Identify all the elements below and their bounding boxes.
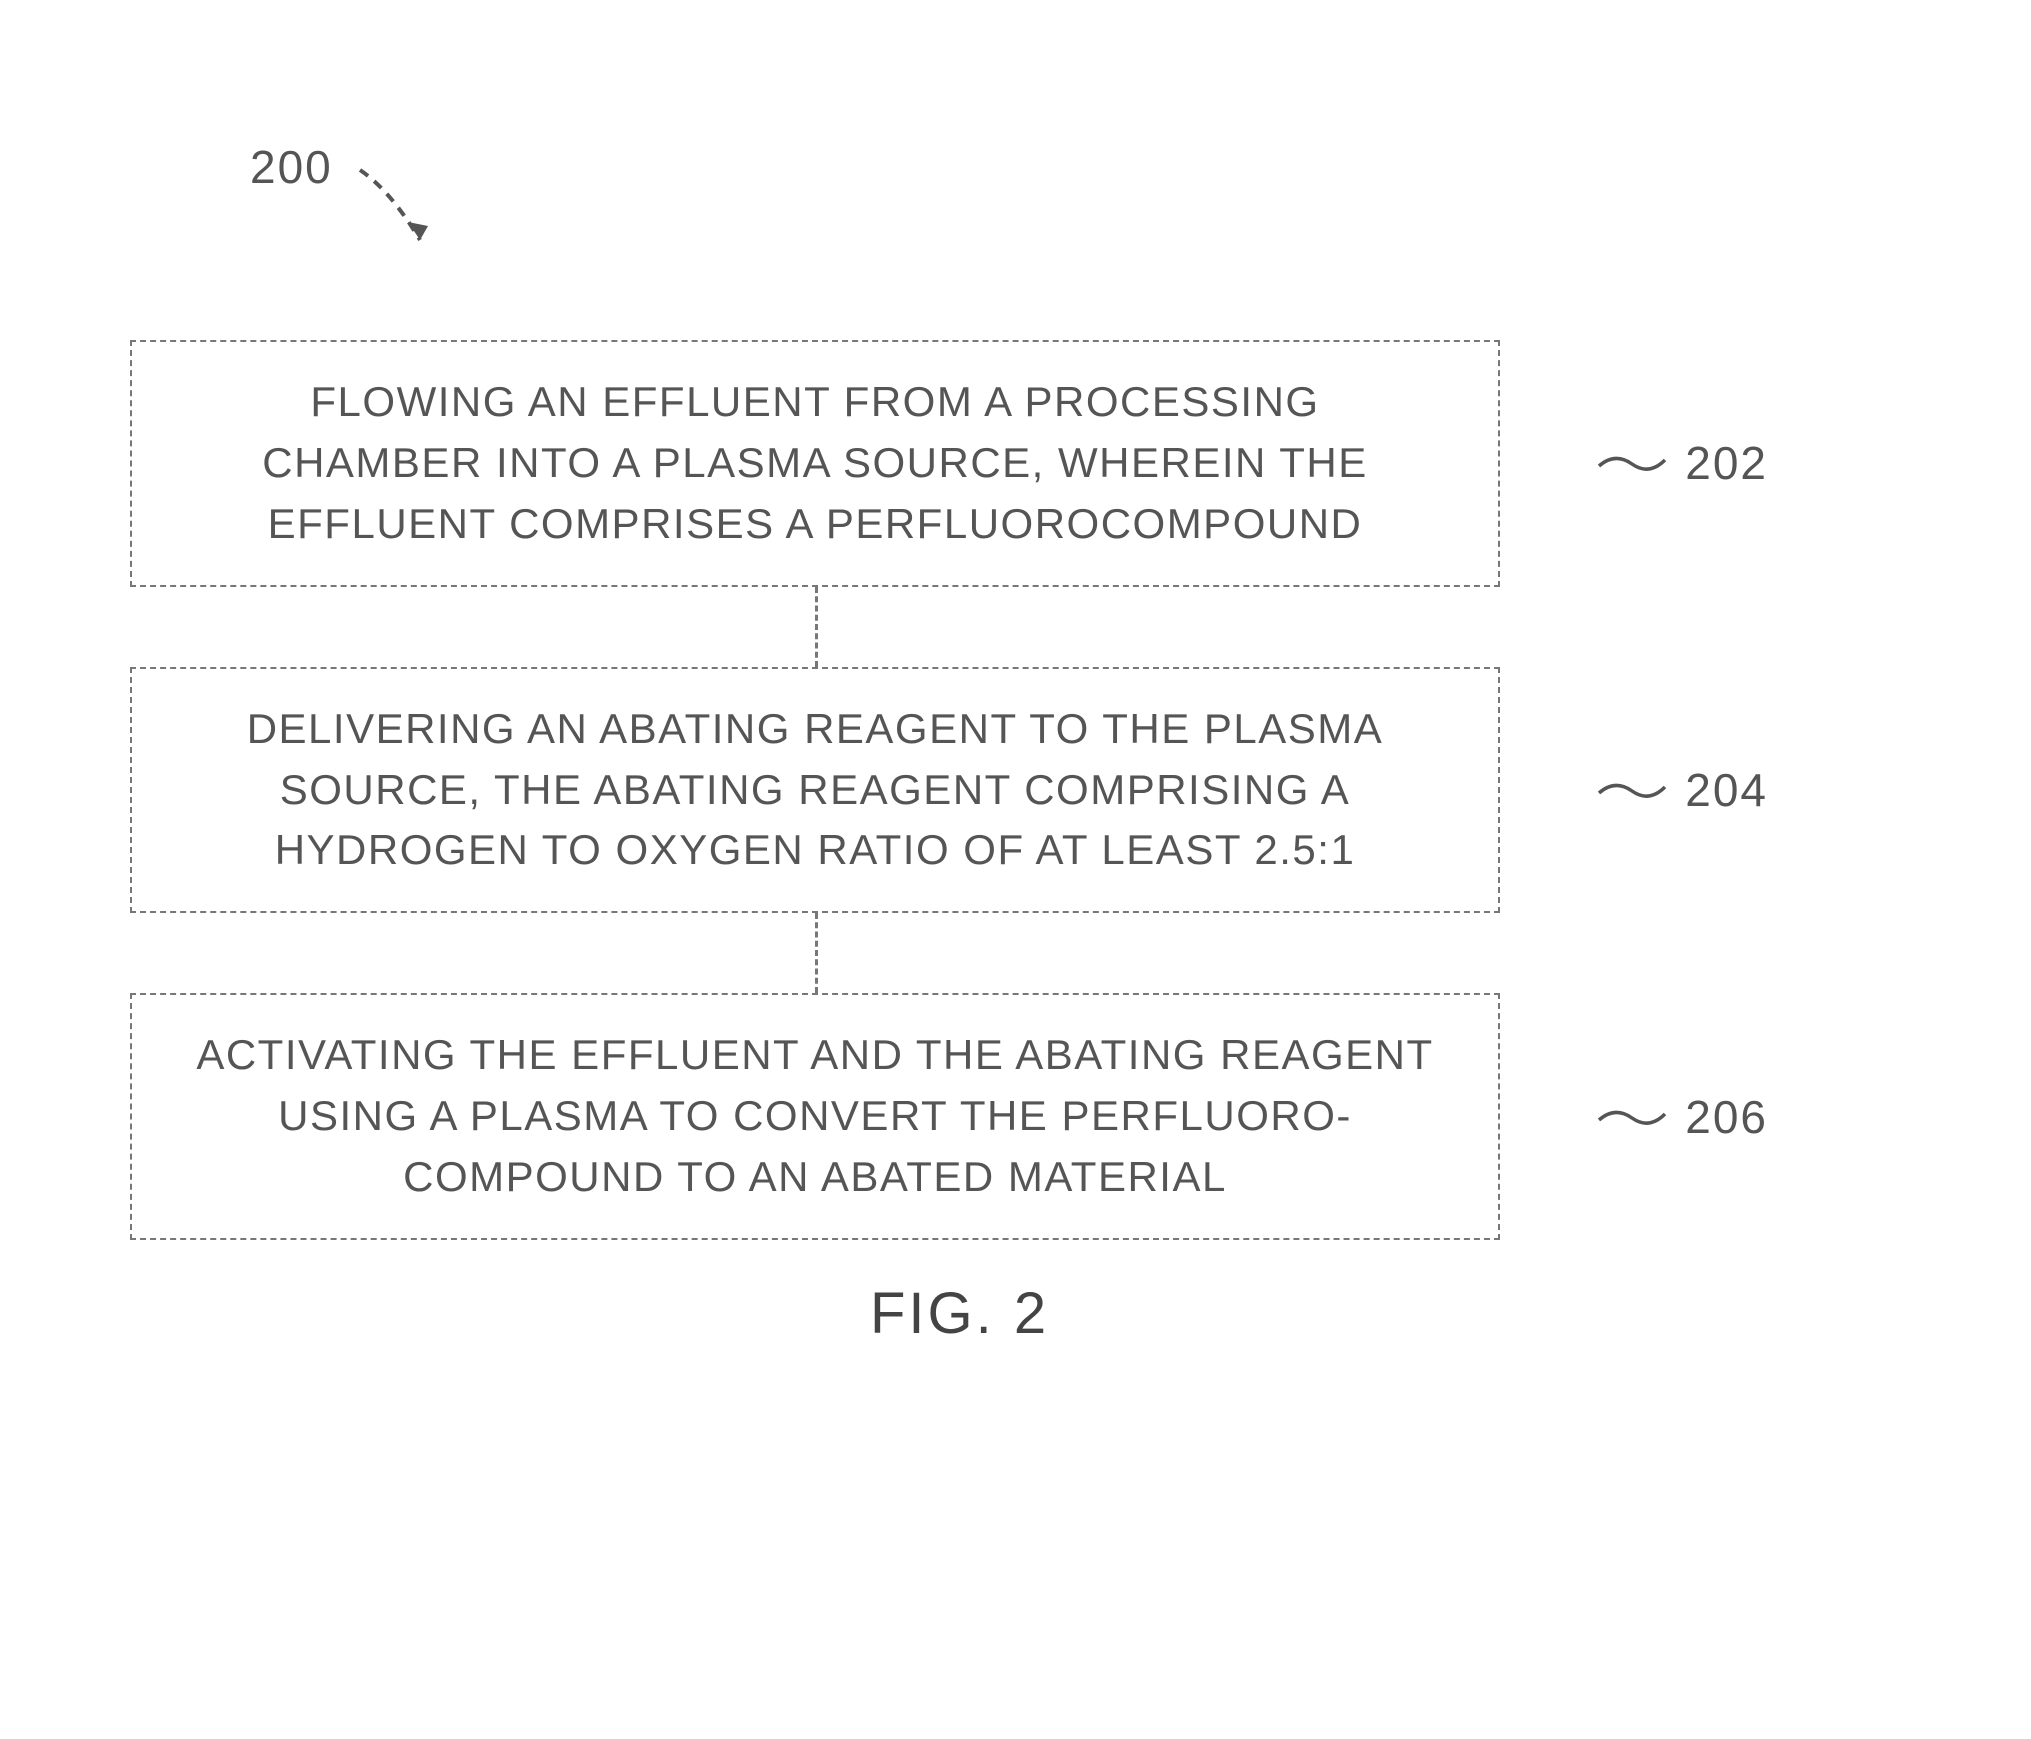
step-line: USING A PLASMA TO CONVERT THE PERFLUORO- xyxy=(278,1092,1352,1139)
step-text: FLOWING AN EFFLUENT FROM A PROCESSING CH… xyxy=(172,372,1458,555)
step-ref-label: 204 xyxy=(1597,763,1768,817)
flowchart-connector xyxy=(815,913,818,993)
tilde-connector-icon xyxy=(1597,448,1667,478)
step-line: HYDROGEN TO OXYGEN RATIO OF AT LEAST 2.5… xyxy=(275,826,1356,873)
step-text: DELIVERING AN ABATING REAGENT TO THE PLA… xyxy=(172,699,1458,882)
flowchart: FLOWING AN EFFLUENT FROM A PROCESSING CH… xyxy=(130,340,1500,1240)
step-ref-label: 206 xyxy=(1597,1090,1768,1144)
step-ref-label: 202 xyxy=(1597,436,1768,490)
step-ref-number: 206 xyxy=(1685,1090,1768,1144)
tilde-connector-icon xyxy=(1597,775,1667,805)
step-line: FLOWING AN EFFLUENT FROM A PROCESSING xyxy=(310,378,1319,425)
figure-label: FIG. 2 xyxy=(870,1280,1049,1347)
flowchart-step-2: DELIVERING AN ABATING REAGENT TO THE PLA… xyxy=(130,667,1500,914)
step-line: CHAMBER INTO A PLASMA SOURCE, WHEREIN TH… xyxy=(262,439,1368,486)
step-text: ACTIVATING THE EFFLUENT AND THE ABATING … xyxy=(172,1025,1458,1208)
flowchart-step-3: ACTIVATING THE EFFLUENT AND THE ABATING … xyxy=(130,993,1500,1240)
step-line: SOURCE, THE ABATING REAGENT COMPRISING A xyxy=(280,766,1351,813)
flowchart-connector xyxy=(815,587,818,667)
step-line: DELIVERING AN ABATING REAGENT TO THE PLA… xyxy=(247,705,1384,752)
reference-number: 200 xyxy=(250,141,333,193)
reference-number-group: 200 xyxy=(250,140,333,194)
flowchart-step-1: FLOWING AN EFFLUENT FROM A PROCESSING CH… xyxy=(130,340,1500,587)
reference-arrow-icon xyxy=(350,160,460,280)
tilde-connector-icon xyxy=(1597,1102,1667,1132)
step-ref-number: 204 xyxy=(1685,763,1768,817)
step-ref-number: 202 xyxy=(1685,436,1768,490)
step-line: COMPOUND TO AN ABATED MATERIAL xyxy=(403,1153,1227,1200)
step-line: ACTIVATING THE EFFLUENT AND THE ABATING … xyxy=(196,1031,1433,1078)
step-line: EFFLUENT COMPRISES A PERFLUOROCOMPOUND xyxy=(268,500,1363,547)
